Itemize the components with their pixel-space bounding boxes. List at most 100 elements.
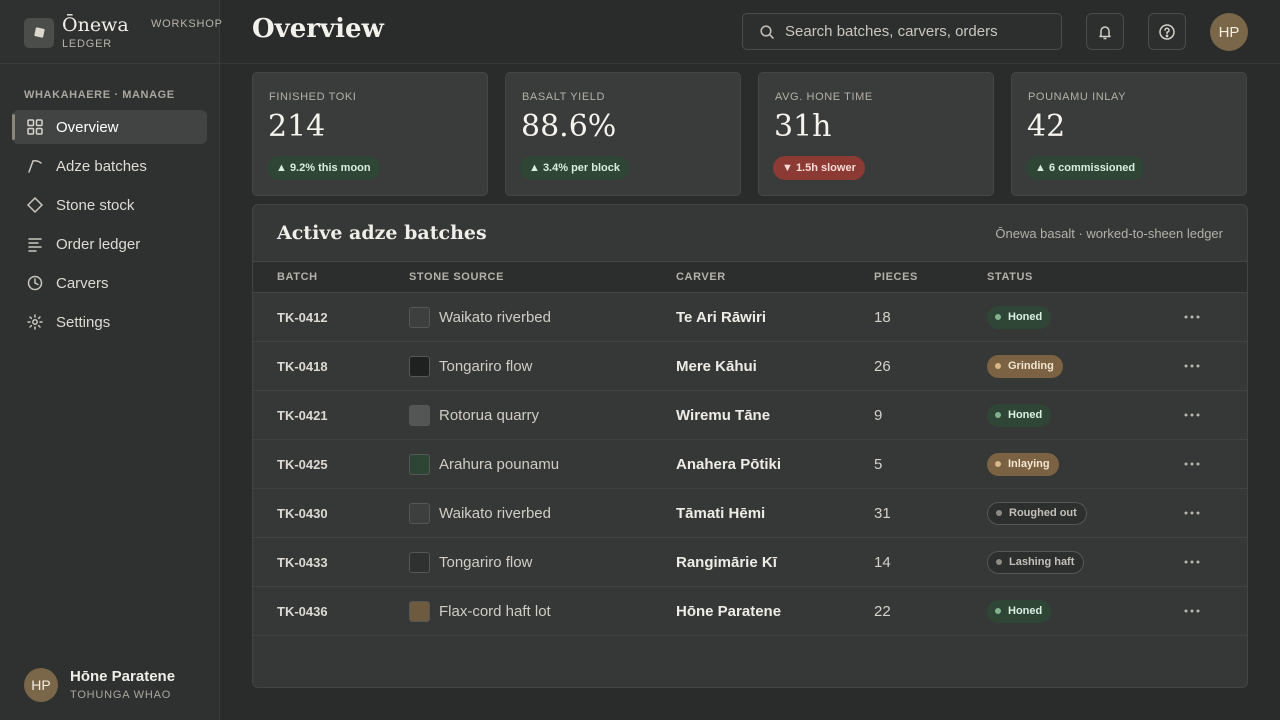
- kpi-card-basalt-yield: BASALT YIELD 88.6% ▲ 3.4% per block: [505, 72, 741, 196]
- current-user[interactable]: HP Hōne Paratene TOHUNGA WHAO: [24, 668, 214, 704]
- user-avatar: HP: [24, 668, 58, 702]
- nav-section-label: WHAKAHAERE · MANAGE: [24, 89, 175, 101]
- sidebar-item-label: Settings: [56, 313, 111, 331]
- table-row[interactable]: TK-0412 Waikato riverbed Te Ari Rāwiri 1…: [253, 293, 1247, 342]
- status-label: Roughed out: [1009, 507, 1077, 519]
- help-button[interactable]: [1148, 13, 1186, 50]
- brand-name: Ōnewa: [62, 14, 129, 36]
- stone-swatch: [409, 306, 430, 328]
- status-label: Grinding: [1008, 360, 1054, 372]
- bell-icon: [1099, 25, 1111, 39]
- carver-name: Hōne Paratene: [676, 602, 782, 620]
- sidebar-divider: [0, 63, 219, 64]
- active-batches-panel: Active adze batches Ōnewa basalt · worke…: [252, 204, 1248, 688]
- kpi-value: 31h: [774, 109, 832, 144]
- row-more-button[interactable]: [1177, 489, 1207, 537]
- table-row[interactable]: TK-0418 Tongariro flow Mere Kāhui 26 Gri…: [253, 342, 1247, 391]
- list-icon: [26, 235, 44, 253]
- row-more-button[interactable]: [1177, 391, 1207, 439]
- column-header-status[interactable]: STATUS: [987, 271, 1033, 283]
- status-badge: Lashing haft: [987, 550, 1085, 574]
- stone-source-label: Waikato riverbed: [439, 308, 551, 326]
- status-cell: Honed: [987, 293, 1052, 341]
- row-more-button[interactable]: [1177, 293, 1207, 341]
- sidebar-item-carvers[interactable]: Carvers: [12, 266, 207, 300]
- search-icon: [760, 24, 774, 39]
- batch-id: TK-0418: [277, 358, 328, 374]
- status-dot: [995, 412, 1001, 418]
- diamond-icon: [26, 196, 44, 214]
- batch-id: TK-0425: [277, 456, 328, 472]
- stone-source: Waikato riverbed: [409, 293, 551, 341]
- row-more-button[interactable]: [1177, 440, 1207, 488]
- kpi-delta-badge: ▲ 3.4% per block: [520, 156, 629, 180]
- batch-id: TK-0433: [277, 554, 328, 570]
- sidebar-item-adze-batches[interactable]: Adze batches: [12, 149, 207, 183]
- status-cell: Honed: [987, 587, 1052, 635]
- carver-name: Anahera Pōtiki: [676, 455, 782, 473]
- pieces-count: 31: [874, 504, 891, 522]
- table-row[interactable]: TK-0430 Waikato riverbed Tāmati Hēmi 31 …: [253, 489, 1247, 538]
- table-header: BATCH STONE SOURCE CARVER PIECES STATUS: [253, 261, 1247, 293]
- more-horizontal-icon: [1184, 511, 1200, 515]
- pieces-count: 14: [874, 553, 891, 571]
- column-header-pieces[interactable]: PIECES: [874, 271, 918, 283]
- search-input[interactable]: [785, 23, 1055, 40]
- status-cell: Roughed out: [987, 489, 1087, 537]
- help-icon: [1159, 23, 1175, 40]
- table-row[interactable]: TK-0421 Rotorua quarry Wiremu Tāne 9 Hon…: [253, 391, 1247, 440]
- brand[interactable]: Ōnewa WORKSHOP LEDGER: [24, 14, 222, 54]
- status-badge: Honed: [987, 403, 1052, 427]
- row-more-button[interactable]: [1177, 538, 1207, 586]
- status-label: Inlaying: [1008, 458, 1050, 470]
- sidebar-item-overview[interactable]: Overview: [12, 110, 207, 144]
- kpi-value: 42: [1027, 109, 1066, 144]
- stone-swatch: [409, 502, 430, 524]
- column-header-stone-source[interactable]: STONE SOURCE: [409, 271, 505, 283]
- table-row[interactable]: TK-0436 Flax-cord haft lot Hōne Paratene…: [253, 587, 1247, 636]
- gear-icon: [26, 313, 44, 331]
- kpi-label: FINISHED TOKI: [269, 91, 357, 103]
- carver-name: Mere Kāhui: [676, 357, 757, 375]
- sidebar-item-settings[interactable]: Settings: [12, 305, 207, 339]
- column-header-carver[interactable]: CARVER: [676, 271, 726, 283]
- pieces-count: 26: [874, 357, 891, 375]
- table-row[interactable]: TK-0433 Tongariro flow Rangimārie Kī 14 …: [253, 538, 1247, 587]
- more-horizontal-icon: [1184, 315, 1200, 319]
- status-dot: [996, 510, 1002, 516]
- sidebar-item-label: Order ledger: [56, 235, 141, 253]
- status-badge: Honed: [987, 599, 1052, 623]
- sidebar-item-stone-stock[interactable]: Stone stock: [12, 188, 207, 222]
- row-more-button[interactable]: [1177, 587, 1207, 635]
- status-dot: [995, 363, 1001, 369]
- row-more-button[interactable]: [1177, 342, 1207, 390]
- pieces-count: 5: [874, 455, 883, 473]
- stone-source: Tongariro flow: [409, 538, 532, 586]
- kpi-card-avg-hone-time: AVG. HONE TIME 31h ▼ 1.5h slower: [758, 72, 994, 196]
- more-horizontal-icon: [1184, 560, 1200, 564]
- status-badge: Roughed out: [987, 501, 1087, 525]
- sidebar-item-label: Overview: [56, 118, 119, 136]
- stone-source: Tongariro flow: [409, 342, 532, 390]
- sidebar-item-order-ledger[interactable]: Order ledger: [12, 227, 207, 261]
- table-row[interactable]: TK-0425 Arahura pounamu Anahera Pōtiki 5…: [253, 440, 1247, 489]
- column-header-batch[interactable]: BATCH: [277, 271, 318, 283]
- kpi-delta-badge: ▲ 9.2% this moon: [267, 156, 380, 180]
- sidebar-item-label: Carvers: [56, 274, 109, 292]
- notifications-button[interactable]: [1086, 13, 1124, 50]
- pieces-count: 18: [874, 308, 891, 326]
- status-badge: Inlaying: [987, 452, 1059, 476]
- more-horizontal-icon: [1184, 609, 1200, 613]
- grid-icon: [26, 118, 44, 136]
- carver-name: Te Ari Rāwiri: [676, 308, 767, 326]
- header-avatar[interactable]: HP: [1210, 13, 1248, 51]
- status-dot: [995, 608, 1001, 614]
- top-header: Overview HP: [220, 0, 1280, 64]
- search-box[interactable]: [742, 13, 1062, 50]
- kpi-value: 214: [268, 109, 326, 144]
- status-badge: Grinding: [987, 354, 1063, 378]
- page-title: Overview: [252, 14, 384, 44]
- kpi-label: POUNAMU INLAY: [1028, 91, 1127, 103]
- stone-source: Rotorua quarry: [409, 391, 539, 439]
- status-label: Honed: [1008, 409, 1043, 421]
